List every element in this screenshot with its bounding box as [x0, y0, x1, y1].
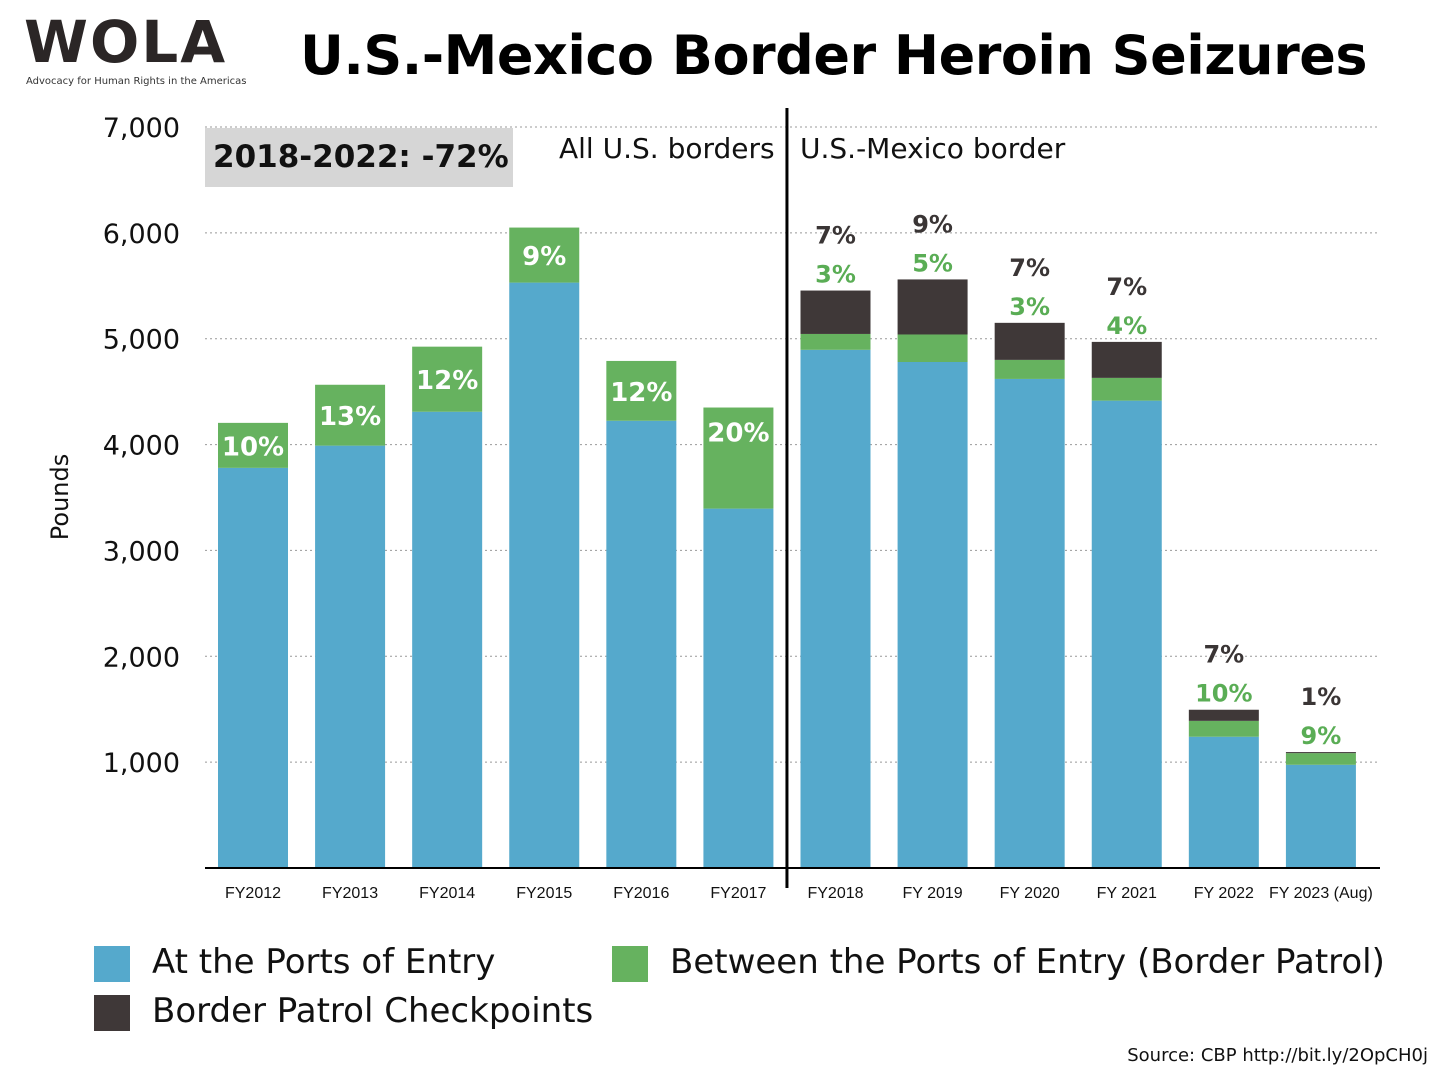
bar-segment-between	[509, 227, 580, 283]
bar-segment-checkpoints	[800, 290, 871, 334]
bar-segment-between	[1188, 720, 1259, 737]
bar-segment-ports	[509, 282, 580, 868]
legend-label-ports: At the Ports of Entry	[152, 942, 496, 982]
legend-swatch-checkpoints	[94, 995, 130, 1031]
bar-segment-ports	[703, 508, 774, 868]
bar-segment-between	[994, 359, 1065, 379]
bar-segment-ports	[1091, 400, 1162, 868]
bar-segment-ports	[800, 349, 871, 868]
chart-title: U.S.-Mexico Border Heroin Seizures	[300, 24, 1367, 87]
data-label-between: 3%	[815, 261, 856, 289]
y-tick-label: 5,000	[103, 325, 180, 356]
bar-segment-between	[606, 360, 677, 421]
bar-segment-ports	[315, 445, 386, 868]
y-axis-label: Pounds	[46, 453, 74, 541]
legend-label-checkpoints: Border Patrol Checkpoints	[152, 991, 594, 1031]
data-label-checkpoints: 7%	[1106, 273, 1147, 301]
data-label-between: 9%	[1301, 722, 1342, 750]
bar-segment-between	[800, 333, 871, 350]
data-label-checkpoints: 9%	[912, 210, 953, 238]
change-badge-text: 2018-2022: -72%	[213, 139, 509, 175]
data-label-between: 13%	[319, 402, 381, 432]
legend-swatch-between	[612, 946, 648, 982]
bar-segment-ports	[1188, 736, 1259, 868]
x-tick-label: FY 2023 (Aug)	[1269, 885, 1373, 902]
x-tick-label: FY 2022	[1194, 885, 1254, 902]
y-tick-label: 1,000	[103, 748, 180, 779]
bar-segment-between	[315, 384, 386, 446]
x-tick-label: FY 2019	[902, 885, 962, 902]
bar-segment-ports	[606, 420, 677, 868]
bar-segment-between	[1091, 377, 1162, 401]
legend-label-between: Between the Ports of Entry (Border Patro…	[670, 942, 1385, 982]
data-label-between: 20%	[707, 419, 769, 449]
x-tick-label: FY2014	[419, 885, 475, 902]
y-tick-label: 2,000	[103, 642, 180, 673]
bar-segment-checkpoints	[1188, 709, 1259, 721]
source-note: Source: CBP http://bit.ly/2OpCH0j	[1127, 1045, 1428, 1066]
bar-segment-checkpoints	[1285, 752, 1356, 754]
data-label-between: 3%	[1009, 293, 1050, 321]
bar-segment-checkpoints	[1091, 341, 1162, 378]
y-tick-label: 4,000	[103, 431, 180, 462]
data-label-between: 4%	[1106, 312, 1147, 340]
bar-segment-between	[703, 407, 774, 509]
bar-segment-between	[218, 422, 288, 468]
x-tick-label: FY2012	[225, 885, 281, 902]
bar-segment-ports	[897, 362, 968, 868]
x-tick-label: FY2017	[710, 885, 766, 902]
bar-segment-checkpoints	[994, 322, 1065, 360]
data-label-checkpoints: 7%	[815, 222, 856, 250]
region-label-mexico-border: U.S.-Mexico border	[800, 132, 1066, 165]
data-label-checkpoints: 1%	[1301, 683, 1342, 711]
x-tick-label: FY 2021	[1097, 885, 1157, 902]
bar-segment-between	[897, 334, 968, 363]
x-tick-label: FY2013	[322, 885, 378, 902]
x-tick-label: FY2018	[807, 885, 863, 902]
bar-segment-ports	[1285, 764, 1356, 868]
data-label-between: 12%	[610, 378, 672, 408]
x-tick-label: FY 2020	[1000, 885, 1060, 902]
data-label-between: 12%	[416, 366, 478, 396]
data-label-between: 10%	[1195, 680, 1252, 708]
data-label-between: 10%	[222, 432, 284, 462]
bar-segment-between	[412, 346, 483, 412]
data-label-checkpoints: 7%	[1009, 254, 1050, 282]
data-label-between: 5%	[912, 249, 953, 277]
bar-segment-between	[1285, 753, 1356, 765]
legend-swatch-ports	[94, 946, 130, 982]
bar-segment-ports	[412, 411, 483, 868]
x-tick-label: FY2016	[613, 885, 669, 902]
y-tick-label: 3,000	[103, 536, 180, 567]
y-tick-label: 6,000	[103, 219, 180, 250]
bar-segment-checkpoints	[897, 279, 968, 335]
logo-tagline: Advocacy for Human Rights in the America…	[26, 76, 247, 87]
region-label-all-borders: All U.S. borders	[559, 132, 775, 165]
data-label-between: 9%	[522, 242, 566, 272]
logo-wordmark: WOLA	[24, 8, 228, 76]
bar-segment-ports	[218, 467, 288, 868]
change-badge: 2018-2022: -72%	[205, 128, 513, 187]
bar-segment-ports	[994, 378, 1065, 868]
y-tick-label: 7,000	[103, 113, 180, 144]
x-tick-label: FY2015	[516, 885, 572, 902]
data-label-checkpoints: 7%	[1203, 641, 1244, 669]
wola-logo: WOLA Advocacy for Human Rights in the Am…	[24, 8, 247, 90]
